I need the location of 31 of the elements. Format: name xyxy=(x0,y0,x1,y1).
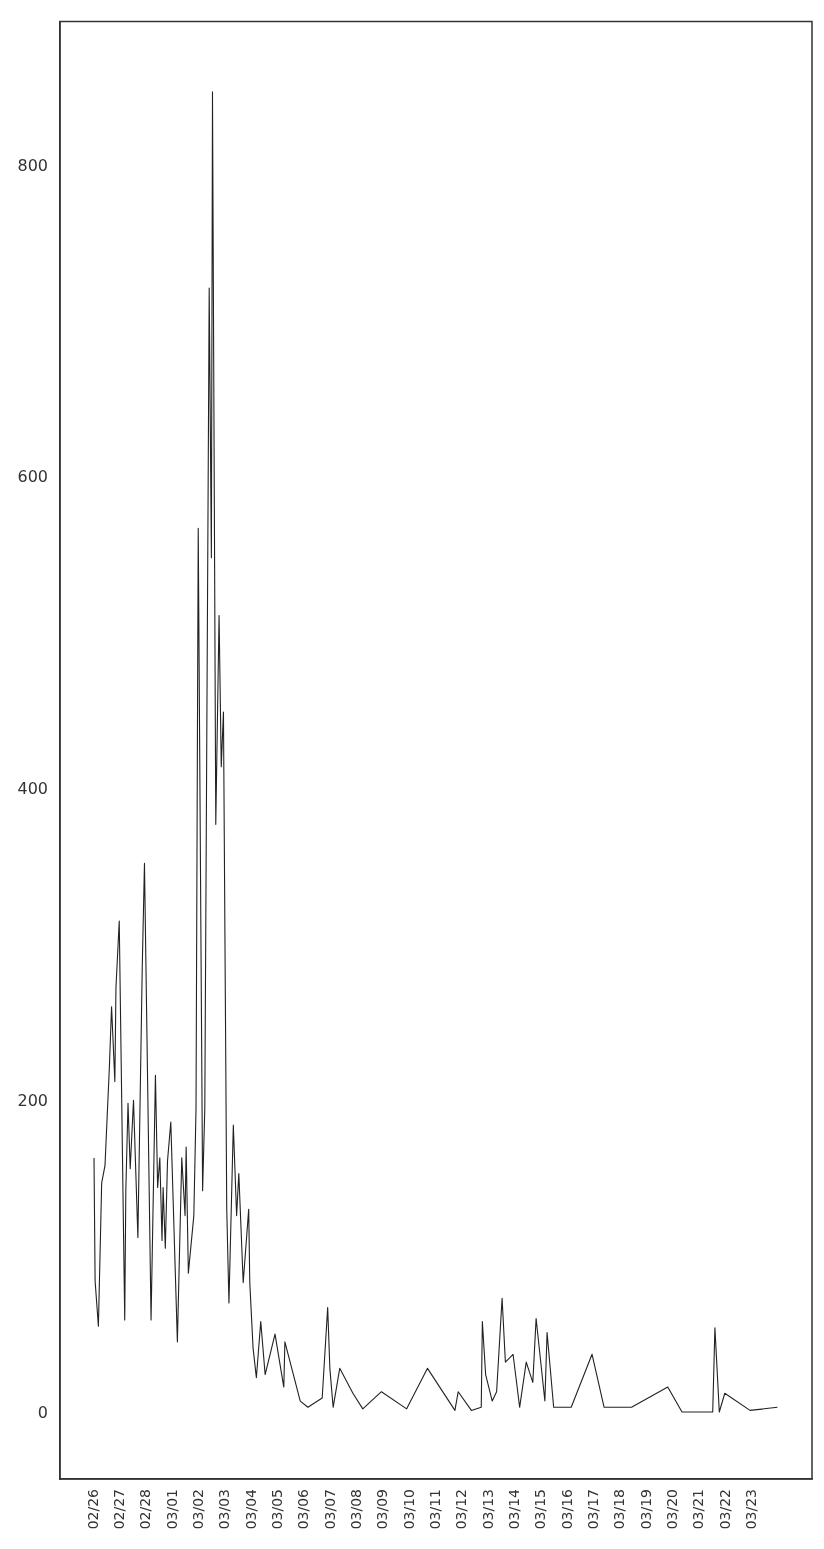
y-tick-label: 600 xyxy=(17,467,48,487)
x-tick-label: 03/19 xyxy=(637,1489,654,1530)
x-tick-label: 03/23 xyxy=(742,1489,759,1530)
x-tick-label: 03/04 xyxy=(242,1488,259,1530)
x-tick-label: 03/13 xyxy=(479,1489,496,1530)
x-tick-label: 03/10 xyxy=(400,1489,417,1530)
x-tick-label: 02/27 xyxy=(110,1489,127,1530)
x-tick-label: 03/22 xyxy=(716,1489,733,1530)
x-tick-label: 03/18 xyxy=(611,1489,628,1530)
x-tick-label: 03/20 xyxy=(663,1489,680,1530)
x-tick-label: 03/05 xyxy=(268,1489,285,1530)
x-tick-label: 03/06 xyxy=(295,1488,312,1530)
x-tick-label: 03/11 xyxy=(426,1489,443,1530)
y-tick-label: 0 xyxy=(37,1402,48,1422)
x-tick-label: 02/26 xyxy=(84,1488,101,1530)
x-tick-label: 03/16 xyxy=(558,1488,575,1530)
x-tick-label: 03/12 xyxy=(453,1489,470,1530)
x-tick-label: 03/01 xyxy=(163,1489,180,1530)
x-tick-label: 03/21 xyxy=(690,1489,707,1530)
x-tick-label: 03/17 xyxy=(584,1489,601,1530)
x-tick-label: 03/09 xyxy=(374,1489,391,1530)
x-tick-label: 03/14 xyxy=(505,1488,522,1530)
x-tick-label: 03/08 xyxy=(347,1489,364,1530)
y-tick-label: 400 xyxy=(17,779,48,799)
y-tick-label: 800 xyxy=(17,155,48,175)
x-tick-label: 03/03 xyxy=(216,1489,233,1530)
x-tick-label: 03/02 xyxy=(189,1489,206,1530)
x-tick-label: 03/07 xyxy=(321,1489,338,1530)
x-tick-label: 02/28 xyxy=(137,1489,154,1530)
x-tick-label: 03/15 xyxy=(532,1489,549,1530)
y-tick-label: 200 xyxy=(17,1090,48,1110)
